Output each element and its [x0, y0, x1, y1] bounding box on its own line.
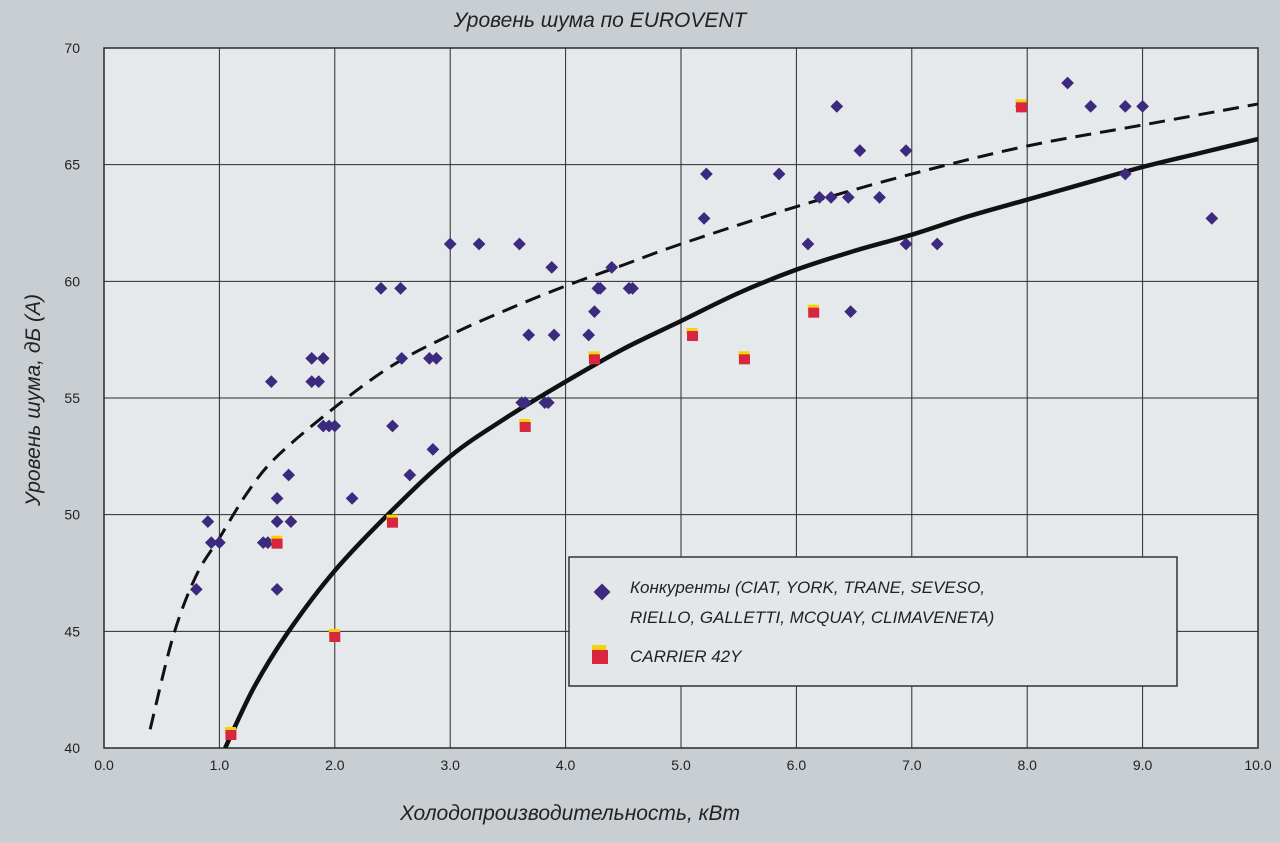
- y-tick-label: 50: [64, 507, 80, 523]
- competitor-point: [472, 237, 486, 251]
- y-tick-label: 70: [64, 40, 80, 56]
- x-tick-label: 5.0: [671, 757, 691, 773]
- competitor-point: [394, 281, 407, 295]
- x-tick-label: 2.0: [325, 757, 345, 773]
- carrier-point: [387, 517, 398, 528]
- competitor-point: [423, 351, 436, 365]
- x-tick-label: 0.0: [94, 757, 114, 773]
- x-tick-label: 6.0: [787, 757, 807, 773]
- x-tick-label: 10.0: [1244, 757, 1271, 773]
- competitor-point: [282, 468, 296, 482]
- chart-title: Уровень шума по EUROVENT: [453, 9, 749, 32]
- x-tick-label: 3.0: [440, 757, 460, 773]
- carrier-point: [271, 538, 283, 549]
- y-tick-label: 65: [64, 157, 80, 173]
- competitor-point: [312, 375, 326, 389]
- y-axis-label: Уровень шума, дБ (А): [22, 294, 45, 507]
- carrier-point: [808, 307, 820, 318]
- x-tick-label: 1.0: [210, 757, 230, 773]
- carrier-point: [738, 354, 750, 365]
- trend-line-solid: [223, 136, 1258, 748]
- competitor-point: [386, 419, 399, 433]
- legend-competitors-line1: Конкуренты (CIAT, YORK, TRANE, SEVESO,: [630, 578, 985, 597]
- competitor-point: [374, 281, 388, 295]
- carrier-point: [225, 730, 237, 740]
- legend-competitors-line2: RIELLO, GALLETTI, MCQUAY, CLIMAVENETA): [630, 608, 994, 627]
- carrier-point: [687, 331, 699, 341]
- competitor-point: [270, 491, 284, 505]
- competitor-point: [345, 491, 359, 505]
- legend-box: [568, 556, 1178, 687]
- competitor-point: [403, 468, 417, 482]
- grid: [103, 47, 1259, 749]
- plot-border: [103, 47, 1259, 749]
- x-tick-label: 9.0: [1133, 757, 1153, 773]
- x-tick-label: 7.0: [902, 757, 922, 773]
- competitor-point: [264, 375, 278, 389]
- x-tick-label: 8.0: [1017, 757, 1037, 773]
- competitor-point: [305, 375, 319, 389]
- y-tick-label: 45: [64, 623, 80, 639]
- competitor-point: [443, 237, 457, 251]
- competitor-point: [429, 351, 443, 365]
- legend: Конкуренты (CIAT, YORK, TRANE, SEVESO, R…: [568, 556, 1178, 687]
- carrier-point: [329, 632, 341, 642]
- tick-labels: 0.0 1.0 2.0 3.0 4.0 5.0 6.0 7.0 8.0 9.0 10.0 40 45 50…: [64, 40, 1271, 773]
- competitor-point: [328, 419, 342, 433]
- carrier-point: [519, 422, 531, 432]
- carrier-point: [1015, 102, 1027, 113]
- competitor-point: [305, 351, 319, 365]
- carrier-point: [588, 354, 600, 365]
- x-axis-label: Холодопроизводительность, кВт: [399, 802, 740, 825]
- y-tick-label: 40: [64, 740, 80, 756]
- competitor-point: [316, 351, 330, 365]
- x-tick-label: 4.0: [556, 757, 576, 773]
- y-tick-label: 60: [64, 273, 80, 289]
- competitor-point: [426, 442, 440, 456]
- legend-competitors-marker: [593, 583, 611, 601]
- legend-carrier-marker: [592, 650, 608, 664]
- y-tick-label: 55: [64, 390, 80, 406]
- competitor-point: [395, 351, 409, 365]
- legend-carrier-label: CARRIER 42Y: [630, 647, 743, 666]
